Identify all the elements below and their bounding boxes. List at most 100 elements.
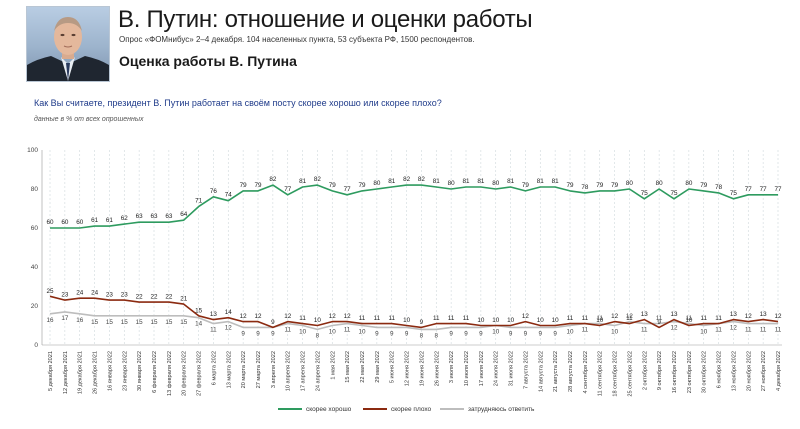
data-label-good: 81 xyxy=(462,178,470,185)
legend-label: скорее плохо xyxy=(391,406,432,413)
data-label-bad: 13 xyxy=(730,311,738,318)
legend-item-hard: затрудняюсь ответить xyxy=(440,406,535,413)
data-label-bad: 22 xyxy=(150,294,158,301)
data-label-bad: 13 xyxy=(760,311,768,318)
x-tick-label: 26 декабря 2021 xyxy=(93,351,99,394)
data-label-bad: 10 xyxy=(685,317,693,324)
legend-item-bad: скорее плохо xyxy=(363,406,432,413)
x-tick-label: 11 сентября 2022 xyxy=(598,351,604,396)
x-tick-label: 4 сентября 2022 xyxy=(583,351,589,394)
section-title: Оценка работы В. Путина xyxy=(119,53,297,69)
data-label-good: 79 xyxy=(611,182,619,189)
page-title: В. Путин: отношение и оценки работы xyxy=(118,6,533,33)
x-tick-label: 26 июня 2022 xyxy=(434,351,440,386)
data-label-bad: 12 xyxy=(774,313,782,320)
data-label-bad: 11 xyxy=(463,315,470,322)
data-label-good: 82 xyxy=(314,176,322,183)
data-label-hard: 9 xyxy=(509,330,513,337)
data-label-good: 80 xyxy=(373,180,381,187)
x-tick-label: 16 января 2022 xyxy=(107,351,113,391)
legend-item-good: скорее хорошо xyxy=(278,406,352,413)
x-tick-label: 17 апреля 2022 xyxy=(301,351,307,391)
data-label-hard: 12 xyxy=(670,325,678,332)
data-label-good: 79 xyxy=(596,182,604,189)
x-tick-label: 5 декабря 2021 xyxy=(48,351,54,391)
x-tick-label: 23 января 2022 xyxy=(122,351,128,391)
data-label-good: 63 xyxy=(150,213,158,220)
x-tick-label: 24 июля 2022 xyxy=(494,351,500,386)
data-label-bad: 10 xyxy=(596,317,604,324)
y-tick-label: 60 xyxy=(31,225,39,232)
x-tick-label: 5 июня 2022 xyxy=(390,351,396,383)
x-tick-label: 13 февраля 2022 xyxy=(167,351,173,396)
data-label-good: 81 xyxy=(552,178,560,185)
data-label-bad: 21 xyxy=(180,296,188,303)
chart-series xyxy=(49,184,779,331)
data-label-good: 80 xyxy=(685,180,693,187)
x-tick-label: 21 августа 2022 xyxy=(553,351,559,392)
data-label-good: 81 xyxy=(507,178,515,185)
data-label-bad: 12 xyxy=(329,313,337,320)
data-label-bad: 9 xyxy=(657,319,661,326)
data-label-bad: 22 xyxy=(136,294,144,301)
data-label-good: 60 xyxy=(46,219,54,226)
survey-description: Опрос «ФОМнибус» 2–4 декабря. 104 населе… xyxy=(119,35,475,44)
data-label-good: 81 xyxy=(299,178,307,185)
data-label-good: 79 xyxy=(358,182,366,189)
x-tick-label: 19 декабря 2021 xyxy=(78,351,84,394)
data-label-good: 76 xyxy=(210,188,218,195)
data-label-hard: 12 xyxy=(730,325,738,332)
chart-legend: скорее хорошо скорее плохо затрудняюсь отв… xyxy=(278,406,535,413)
data-label-hard: 17 xyxy=(61,315,69,322)
data-label-bad: 13 xyxy=(641,311,649,318)
data-label-bad: 25 xyxy=(46,288,54,295)
series-line-hard xyxy=(49,311,778,331)
data-label-hard: 8 xyxy=(316,332,320,339)
data-label-hard: 9 xyxy=(479,330,483,337)
data-label-good: 77 xyxy=(745,186,753,193)
y-tick-label: 40 xyxy=(31,264,39,271)
x-tick-label: 25 сентября 2022 xyxy=(627,351,633,397)
data-label-hard: 15 xyxy=(180,319,188,326)
data-label-bad: 14 xyxy=(225,309,233,316)
data-label-good: 80 xyxy=(656,180,664,187)
data-label-bad: 15 xyxy=(195,307,203,314)
data-label-hard: 8 xyxy=(420,332,424,339)
data-label-good: 82 xyxy=(269,176,277,183)
data-note: данные в % от всех опрошенных xyxy=(34,116,144,123)
chart-x-ticks: 5 декабря 2021 12 декабря 2021 19 декабря … xyxy=(48,351,782,397)
x-tick-label: 14 августа 2022 xyxy=(538,351,544,392)
x-tick-label: 4 декабря 2022 xyxy=(776,351,782,391)
x-tick-label: 20 ноября 2022 xyxy=(746,351,752,391)
data-label-bad: 11 xyxy=(448,315,455,322)
data-label-good: 81 xyxy=(388,178,396,185)
data-label-hard: 9 xyxy=(375,330,379,337)
legend-label: скорее хорошо xyxy=(306,406,352,413)
data-label-good: 77 xyxy=(284,186,292,193)
x-tick-label: 13 марта 2022 xyxy=(226,351,232,388)
data-label-bad: 23 xyxy=(61,292,69,299)
data-label-good: 71 xyxy=(195,198,203,205)
data-label-good: 80 xyxy=(492,180,500,187)
x-tick-label: 13 ноября 2022 xyxy=(731,351,737,391)
x-tick-label: 2 октября 2022 xyxy=(642,351,648,390)
data-label-hard: 9 xyxy=(256,330,260,337)
chart-axes: 0 20 40 60 80 100 xyxy=(27,147,782,349)
data-label-bad: 11 xyxy=(299,315,306,322)
chart-grid xyxy=(49,150,779,345)
data-label-hard: 10 xyxy=(566,329,574,336)
series-line-good xyxy=(50,184,778,229)
data-label-hard: 11 xyxy=(760,327,767,334)
data-label-bad: 12 xyxy=(254,313,262,320)
data-label-bad: 11 xyxy=(567,315,574,322)
data-label-good: 81 xyxy=(433,178,441,185)
data-label-bad: 24 xyxy=(91,290,99,297)
data-label-hard: 10 xyxy=(700,329,708,336)
x-tick-label: 16 октября 2022 xyxy=(672,351,678,393)
data-label-hard: 16 xyxy=(46,317,54,324)
data-label-bad: 11 xyxy=(626,315,633,322)
data-label-hard: 11 xyxy=(686,315,693,322)
data-label-hard: 11 xyxy=(656,315,663,322)
data-label-bad: 10 xyxy=(314,317,322,324)
data-label-good: 62 xyxy=(121,215,129,222)
